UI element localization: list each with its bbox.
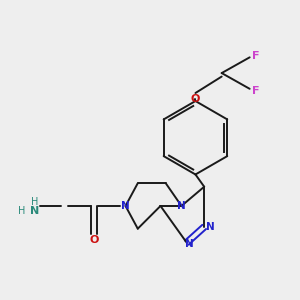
Text: O: O: [89, 235, 99, 245]
Text: F: F: [252, 51, 260, 61]
Text: N: N: [177, 201, 186, 211]
Text: F: F: [252, 85, 260, 96]
Text: N: N: [30, 206, 39, 216]
Text: H: H: [18, 206, 25, 216]
Text: N: N: [206, 222, 215, 232]
Text: H: H: [31, 197, 38, 207]
Text: O: O: [191, 94, 200, 104]
Text: N: N: [185, 239, 194, 249]
Text: N: N: [121, 201, 130, 211]
